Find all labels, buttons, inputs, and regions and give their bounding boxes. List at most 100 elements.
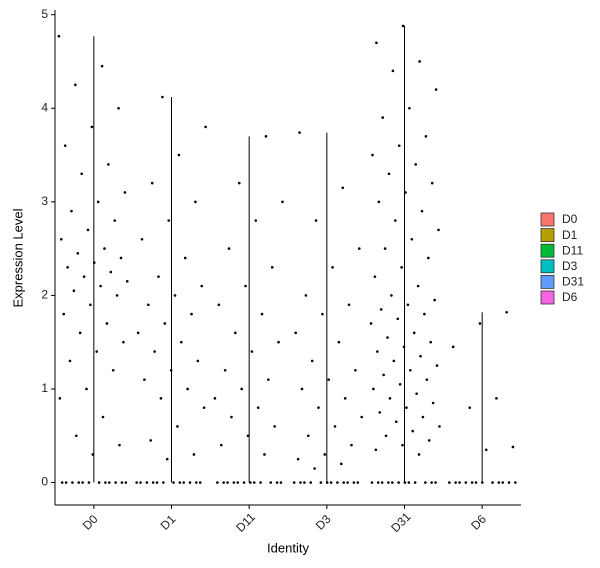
y-tick-label: 4: [41, 100, 48, 114]
data-point: [172, 481, 175, 484]
data-point: [372, 387, 375, 391]
data-point: [391, 69, 395, 73]
data-point: [198, 481, 202, 484]
legend-swatch: [540, 212, 555, 227]
data-point: [57, 34, 61, 38]
data-point: [155, 481, 159, 484]
data-point: [72, 289, 76, 293]
data-point: [507, 481, 511, 484]
data-point: [202, 406, 206, 409]
data-point: [182, 481, 186, 484]
data-point: [417, 453, 421, 456]
data-point: [430, 181, 434, 185]
data-point: [296, 457, 300, 461]
data-point: [327, 378, 330, 381]
data-point: [71, 481, 74, 484]
legend-swatch: [540, 228, 555, 243]
data-point: [413, 481, 417, 484]
data-point: [397, 144, 401, 147]
data-point: [387, 172, 391, 176]
data-point: [378, 411, 382, 414]
data-point: [433, 298, 436, 302]
data-point: [387, 481, 390, 484]
data-point: [161, 95, 164, 99]
data-point: [124, 481, 128, 484]
data-point: [497, 481, 501, 484]
data-point: [420, 209, 424, 213]
data-point: [386, 336, 389, 339]
data-point: [379, 308, 383, 311]
data-point: [150, 181, 154, 185]
data-point: [153, 350, 156, 353]
legend-label: D1: [562, 228, 578, 242]
data-point: [342, 481, 345, 484]
data-point: [370, 481, 374, 484]
data-point: [232, 481, 236, 484]
x-tick-label: D31: [388, 509, 414, 535]
data-point: [140, 237, 144, 241]
violin-group: [369, 24, 441, 484]
data-point: [304, 294, 308, 297]
data-point: [435, 364, 439, 367]
data-point: [97, 481, 101, 484]
data-point: [429, 340, 433, 344]
data-point: [408, 106, 411, 110]
data-point: [122, 340, 125, 344]
data-point: [66, 266, 69, 269]
data-point: [275, 481, 279, 484]
data-point: [388, 397, 392, 400]
violin-group: [57, 34, 129, 484]
data-point: [103, 247, 106, 250]
data-point: [299, 481, 302, 484]
data-point: [434, 88, 438, 91]
data-point: [277, 340, 280, 344]
data-point: [259, 481, 262, 484]
data-point: [125, 280, 129, 283]
data-point: [222, 481, 225, 484]
data-point: [86, 228, 90, 232]
data-point: [59, 237, 63, 241]
data-point: [401, 443, 404, 447]
data-point: [347, 303, 351, 307]
data-point: [352, 481, 356, 484]
data-point: [85, 387, 88, 391]
data-point: [75, 434, 78, 438]
data-point: [309, 481, 312, 484]
data-point: [196, 359, 200, 363]
data-point: [416, 284, 420, 288]
data-point: [213, 397, 217, 400]
data-point: [216, 481, 219, 484]
data-point: [178, 481, 182, 484]
data-point: [82, 275, 86, 278]
data-point: [381, 116, 385, 119]
data-point: [77, 481, 81, 484]
data-point: [223, 368, 227, 372]
data-point: [173, 294, 177, 297]
data-point: [269, 481, 273, 484]
data-point: [404, 191, 407, 194]
data-point: [394, 420, 398, 424]
data-point: [380, 481, 384, 484]
legend-swatch: [540, 259, 555, 274]
data-point: [177, 153, 181, 157]
violin-group: [135, 95, 207, 484]
data-point: [68, 359, 72, 363]
data-point: [478, 322, 482, 325]
data-point: [263, 453, 266, 456]
data-point: [491, 481, 494, 484]
data-point: [90, 125, 94, 129]
data-point: [81, 481, 84, 484]
data-point: [163, 322, 167, 325]
data-point: [424, 135, 428, 138]
data-point: [481, 481, 484, 484]
x-tick-label: D0: [80, 512, 101, 533]
data-point: [204, 125, 207, 129]
data-point: [495, 397, 498, 400]
data-point: [303, 481, 306, 484]
data-point: [341, 186, 345, 190]
data-point: [186, 387, 189, 391]
data-point: [458, 481, 461, 484]
y-tick-label: 1: [41, 381, 48, 395]
